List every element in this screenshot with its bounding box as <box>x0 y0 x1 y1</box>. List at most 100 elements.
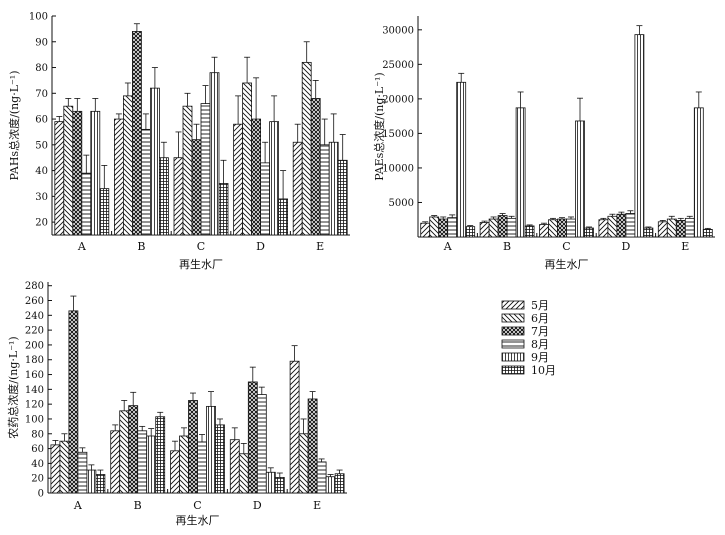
bar <box>666 218 677 238</box>
bar <box>242 82 253 236</box>
bar <box>269 121 280 236</box>
x-tick-label: A <box>73 499 83 512</box>
bar <box>265 471 276 494</box>
x-tick-label: A <box>77 240 87 253</box>
bar <box>140 128 151 236</box>
y-tick-label: 180 <box>25 355 44 366</box>
bar <box>137 430 148 494</box>
bar <box>123 95 133 236</box>
y-tick-label: 20 <box>35 218 48 229</box>
x-tick-label: C <box>197 240 205 253</box>
bar <box>337 159 348 236</box>
x-tick-label: C <box>193 499 201 512</box>
bar <box>131 31 142 236</box>
bar <box>643 227 654 238</box>
bar <box>616 213 627 238</box>
legend-label-august: 8月 <box>531 338 549 351</box>
bar <box>59 440 70 494</box>
bar <box>420 222 431 238</box>
bar <box>307 398 318 494</box>
bar <box>524 225 535 238</box>
y-tick-label: 40 <box>31 459 44 470</box>
legend-swatch-october <box>501 365 525 375</box>
x-tick-label: A <box>443 240 453 253</box>
y-tick-label: 100 <box>29 12 48 23</box>
bar <box>149 87 160 236</box>
x-tick-label: B <box>134 499 142 512</box>
legend-label-may: 5月 <box>531 299 549 312</box>
bar <box>607 215 618 238</box>
bar <box>566 218 576 238</box>
bar <box>625 213 636 238</box>
y-axis-label: 农药总浓度/(ng·L⁻¹) <box>6 336 20 438</box>
bar <box>598 219 609 238</box>
bar <box>128 405 139 494</box>
legend-label-october: 10月 <box>531 364 556 377</box>
legend-swatch-may <box>501 300 525 310</box>
y-tick-label: 260 <box>25 296 44 307</box>
bar <box>274 477 285 494</box>
bar <box>50 444 61 494</box>
bar <box>319 144 330 236</box>
bar <box>251 118 262 236</box>
x-tick-label: B <box>503 240 511 253</box>
bar <box>247 381 258 494</box>
bar <box>316 461 327 494</box>
bar <box>584 227 594 238</box>
bar <box>310 98 321 236</box>
bar <box>63 105 74 236</box>
y-tick-label: 160 <box>25 370 44 381</box>
bar <box>693 107 704 238</box>
y-axis-label: PAHs总浓度/(ng·L⁻¹) <box>7 70 21 180</box>
bar <box>197 441 207 494</box>
y-tick-label: 240 <box>25 311 44 322</box>
legend-swatch-june <box>501 313 525 323</box>
x-tick-label: D <box>621 240 630 253</box>
bar <box>702 229 713 238</box>
y-axis-label: PAEs总浓度/(ng·L⁻¹) <box>372 72 386 180</box>
bar <box>289 360 300 494</box>
bar <box>238 453 249 494</box>
x-tick-label: D <box>253 499 262 512</box>
bar <box>515 107 526 238</box>
bar <box>657 221 668 238</box>
legend-swatch-september <box>501 352 525 362</box>
bar <box>146 435 157 494</box>
bar <box>99 188 110 236</box>
y-tick-label: 20 <box>31 474 44 485</box>
legend: 5月 6月 7月 8月 9月 10月 <box>501 299 556 377</box>
y-tick-label: 80 <box>35 63 48 74</box>
bar <box>119 410 130 494</box>
legend-label-june: 6月 <box>531 312 549 325</box>
bar <box>429 216 440 238</box>
bar <box>155 416 166 494</box>
y-tick-label: 140 <box>25 385 44 396</box>
pesticide-chart: 0 20 40 60 80 100 120 140 160 180 200 220 240 260 280 A… <box>6 281 347 527</box>
legend-label-september: 9月 <box>531 351 549 364</box>
bar <box>173 157 184 236</box>
y-tick-label: 40 <box>35 166 48 177</box>
x-tick-label: E <box>313 499 321 512</box>
y-tick-label: 220 <box>25 326 44 337</box>
bar <box>548 219 558 238</box>
bar <box>278 198 289 236</box>
bar <box>465 226 476 238</box>
bar <box>233 123 244 236</box>
bar <box>456 81 467 238</box>
bar <box>634 34 645 238</box>
x-tick-label: D <box>256 240 265 253</box>
bar <box>179 435 189 494</box>
x-axis-label: 再生水厂 <box>176 513 220 527</box>
x-tick-label: E <box>316 240 324 253</box>
bar <box>292 141 303 236</box>
bar <box>260 162 271 236</box>
y-tick-label: 15000 <box>382 129 414 140</box>
bar <box>215 424 225 494</box>
y-tick-label: 80 <box>31 429 44 440</box>
bar <box>188 400 198 494</box>
bar <box>334 473 345 494</box>
bar <box>438 218 449 238</box>
bar <box>200 103 211 236</box>
bar <box>301 61 312 236</box>
